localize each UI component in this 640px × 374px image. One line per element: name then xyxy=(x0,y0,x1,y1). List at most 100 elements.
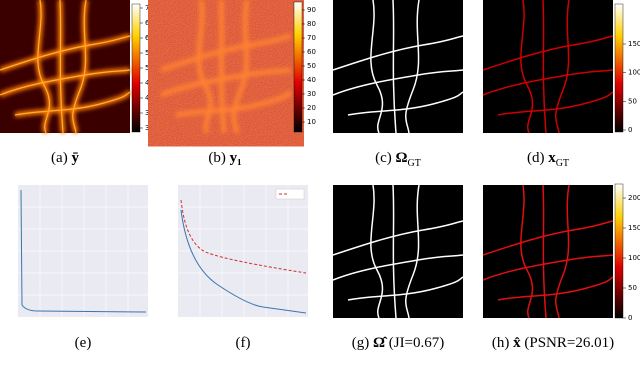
vessel xyxy=(405,0,420,134)
colorbar-tick-label: 200 xyxy=(628,194,640,202)
vessel xyxy=(392,0,397,134)
vessel xyxy=(347,91,464,116)
vessel xyxy=(555,0,570,134)
colorbar-tick-label: 150 xyxy=(628,40,640,48)
vessel xyxy=(482,69,614,96)
colorbar-tick-label: 60 xyxy=(145,34,154,42)
colorbar-tick-label: 90 xyxy=(307,6,316,14)
vessel-core xyxy=(72,0,87,134)
colorbar-tick-label: 70 xyxy=(307,34,316,42)
colorbar xyxy=(614,183,624,319)
vessel-core xyxy=(0,35,131,71)
caption-label: (c) xyxy=(375,150,392,166)
colorbar-tick-label: 40 xyxy=(307,76,316,84)
caption: (g) Ω̂ (JI=0.67) xyxy=(318,335,478,352)
colorbar-tick-label: 65 xyxy=(145,19,154,27)
curve xyxy=(180,209,307,314)
colorbar xyxy=(293,1,303,133)
caption-label: (f) xyxy=(235,335,251,351)
vessel xyxy=(482,220,614,256)
image-background xyxy=(333,185,463,318)
caption-label: (d) xyxy=(526,150,545,166)
vessel xyxy=(160,33,292,73)
caption-label: (a) xyxy=(51,150,68,166)
caption-symbol: y₁ xyxy=(229,150,242,166)
colorbar-tick-label: 20 xyxy=(307,104,316,112)
image-background xyxy=(333,0,463,133)
colorbar-tick-label: 50 xyxy=(307,62,316,70)
caption-symbol: ȳ xyxy=(71,150,79,166)
colorbar-tick-label: 30 xyxy=(145,124,154,132)
image-background xyxy=(483,0,613,133)
vessel xyxy=(332,254,464,281)
vessels xyxy=(482,0,614,134)
caption-label: (e) xyxy=(74,335,92,351)
caption: (b) y₁ xyxy=(145,150,305,167)
vessel xyxy=(332,35,464,71)
colorbar-tick-label: 10 xyxy=(307,118,316,126)
colorbar-tick-label: 70 xyxy=(145,4,154,12)
colorbar-tick-label: 40 xyxy=(145,94,154,102)
vessel xyxy=(160,67,292,98)
legend xyxy=(275,188,305,200)
colorbar-tick-label: 35 xyxy=(145,109,154,117)
vessel-core xyxy=(37,0,50,134)
vessel xyxy=(347,276,464,301)
vessels xyxy=(482,184,614,319)
vessel xyxy=(370,0,384,134)
colorbar-tick-label: 150 xyxy=(628,224,640,232)
vessel xyxy=(231,0,250,134)
caption-symbol: x̂ xyxy=(513,335,521,351)
colorbar xyxy=(131,3,141,133)
image xyxy=(0,0,132,135)
vessel-core xyxy=(0,69,131,96)
image xyxy=(482,184,614,319)
colorbar-tick-label: 55 xyxy=(145,49,154,57)
vessels xyxy=(160,0,293,135)
caption: (f) xyxy=(163,335,323,352)
vessel xyxy=(332,69,464,96)
caption-note: (PSNR=26.01) xyxy=(524,335,615,351)
colorbar-tick-label: 50 xyxy=(145,64,154,72)
vessel xyxy=(218,0,227,134)
colorbar-tick-label: 80 xyxy=(307,20,316,28)
colorbar-tick-label: 50 xyxy=(628,97,637,105)
caption-label: (g) xyxy=(351,335,370,351)
vessels xyxy=(332,0,464,134)
caption: (h) x̂ (PSNR=26.01) xyxy=(473,335,633,352)
plot xyxy=(18,185,148,317)
colorbar-tick-label: 100 xyxy=(628,69,640,77)
vessel xyxy=(497,276,614,301)
vessel xyxy=(482,35,614,71)
vessel xyxy=(175,89,293,118)
colorbar-tick-label: 0 xyxy=(628,126,632,134)
caption-symbol: Ω̂ xyxy=(372,335,385,351)
vessel xyxy=(542,184,547,319)
vessel xyxy=(332,220,464,256)
vessel xyxy=(482,254,614,281)
vessel xyxy=(497,91,614,116)
vessel-core xyxy=(59,0,64,134)
image xyxy=(160,0,293,135)
caption-note: (JI=0.67) xyxy=(388,335,445,351)
image xyxy=(332,184,464,319)
curve xyxy=(20,189,147,313)
colorbar-tick-label: 30 xyxy=(307,90,316,98)
image xyxy=(482,0,614,134)
colorbar-tick-label: 100 xyxy=(628,254,640,262)
colorbar-tick-label: 50 xyxy=(628,284,637,292)
colorbar xyxy=(614,3,624,133)
vessel xyxy=(555,184,570,319)
caption-symbol: xGT xyxy=(548,150,570,169)
caption: (c) ΩGT xyxy=(318,150,478,169)
caption-label: (h) xyxy=(491,335,510,351)
plot xyxy=(178,185,308,317)
caption-sub: GT xyxy=(407,158,421,169)
vessel xyxy=(405,184,420,319)
caption-sub: GT xyxy=(555,158,570,169)
colorbar-tick-label: 0 xyxy=(628,314,632,322)
vessel xyxy=(370,184,384,319)
colorbar-tick-label: 45 xyxy=(145,79,154,87)
